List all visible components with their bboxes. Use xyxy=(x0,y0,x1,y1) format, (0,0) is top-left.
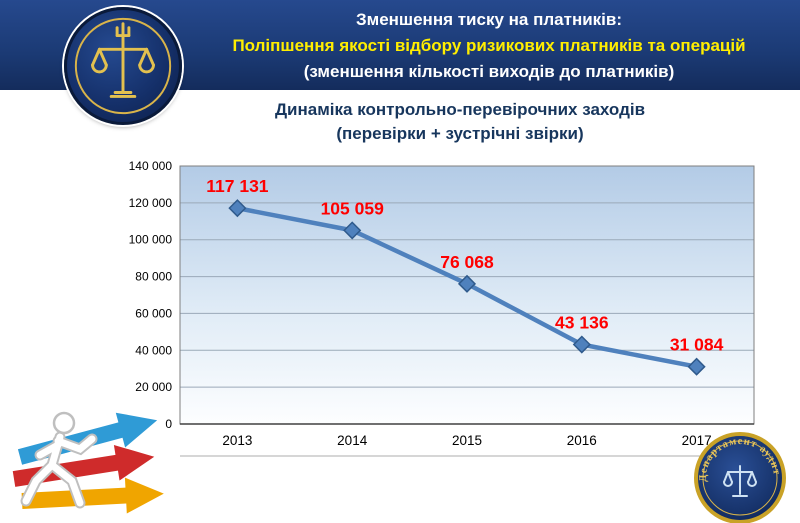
header-title-line3: (зменшення кількості виходів до платникі… xyxy=(303,62,675,81)
stamp-scales-icon xyxy=(723,465,757,497)
y-tick-label: 0 xyxy=(165,417,172,431)
x-tick-label: 2014 xyxy=(337,433,368,448)
value-label: 105 059 xyxy=(321,198,385,218)
x-tick-label: 2013 xyxy=(222,433,252,448)
x-tick-label: 2015 xyxy=(452,433,482,448)
value-label: 117 131 xyxy=(206,176,269,196)
header-title-line2: Поліпшення якості відбору ризикових плат… xyxy=(232,36,746,55)
y-tick-label: 120 000 xyxy=(129,196,173,210)
running-person-arrows-icon xyxy=(12,411,164,514)
value-label: 43 136 xyxy=(555,313,609,333)
data-marker xyxy=(572,335,591,354)
y-tick-label: 40 000 xyxy=(135,343,172,357)
data-marker xyxy=(687,357,706,376)
y-tick-label: 60 000 xyxy=(135,306,172,320)
data-marker xyxy=(228,199,247,218)
y-tick-label: 20 000 xyxy=(135,380,172,394)
x-tick-label: 2017 xyxy=(682,433,712,448)
data-marker xyxy=(457,274,477,293)
scales-emblem-icon xyxy=(74,17,172,115)
audit-department-stamp: Департамент аудиту xyxy=(692,430,786,523)
fiscal-service-logo xyxy=(64,7,182,125)
chart-title: Динаміка контрольно-перевірочних заходів… xyxy=(150,98,770,146)
value-label: 31 084 xyxy=(670,335,724,355)
y-tick-label: 100 000 xyxy=(129,233,173,247)
value-label: 76 068 xyxy=(440,252,494,272)
y-tick-label: 140 000 xyxy=(129,159,173,173)
arrow-shapes xyxy=(12,412,164,514)
data-marker xyxy=(343,221,362,240)
line-chart: 0 20 000 40 000 60 000 80 000 100 000 120 000 1… xyxy=(129,159,755,457)
running-person-icon xyxy=(20,411,98,509)
header-title-line1: Зменшення тиску на платників: xyxy=(355,10,623,29)
y-tick-label: 80 000 xyxy=(135,270,172,284)
plot-area xyxy=(180,166,754,424)
header-title: Зменшення тиску на платників: Поліпшення… xyxy=(185,7,793,85)
x-tick-label: 2016 xyxy=(567,433,597,448)
chart-title-line1: Динаміка контрольно-перевірочних заходів xyxy=(274,100,646,119)
chart-title-line2: (перевірки + зустрічні звірки) xyxy=(336,124,584,143)
